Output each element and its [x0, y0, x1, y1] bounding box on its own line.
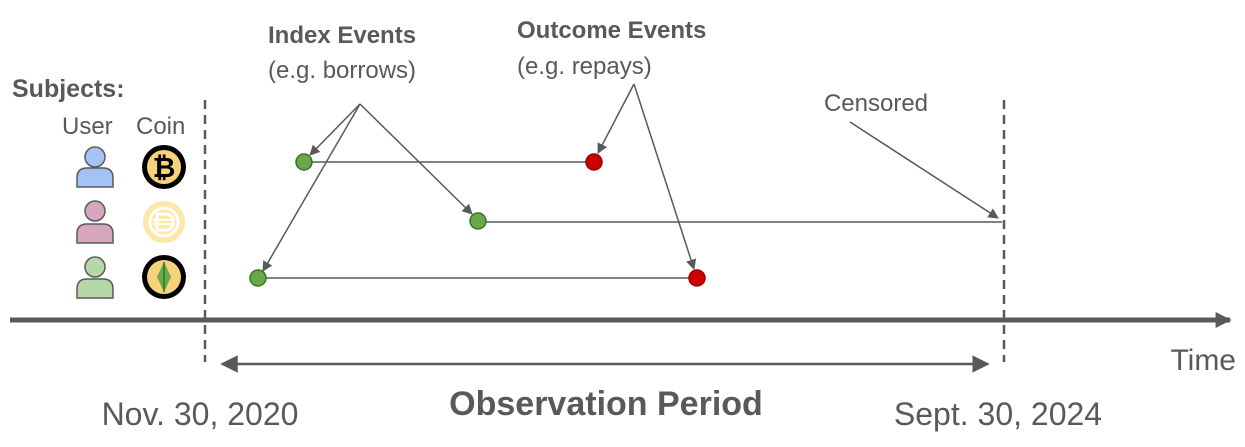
start-date-label: Nov. 30, 2020 — [102, 396, 299, 432]
svg-text:₿: ₿ — [153, 152, 176, 183]
outcome-events-title: Outcome Events — [517, 17, 706, 44]
person-icon-blue — [76, 146, 114, 188]
dai-icon — [143, 201, 185, 243]
bitcoin-icon: ₿ — [142, 145, 186, 189]
censored-label: Censored — [824, 90, 928, 117]
end-date-label: Sept. 30, 2024 — [894, 396, 1102, 432]
index-event-dot — [469, 212, 487, 230]
person-icon-green — [76, 256, 114, 299]
outcome-event-pointers — [597, 83, 697, 270]
index-event-pointers — [262, 103, 473, 272]
subjects-label: Subjects: — [12, 75, 125, 103]
outcome-event-dot — [688, 269, 706, 287]
observation-period-label: Observation Period — [449, 385, 763, 423]
person-icon-pink — [76, 200, 114, 244]
outcome-event-dot — [585, 153, 603, 171]
ethereum-icon — [142, 255, 186, 299]
column-header-coin: Coin — [136, 113, 185, 140]
time-label: Time — [1170, 344, 1236, 377]
index-event-dot — [295, 153, 313, 171]
outcome-events-subtitle: (e.g. repays) — [517, 53, 652, 80]
index-events-title: Index Events — [268, 22, 416, 49]
index-event-dot — [249, 269, 267, 287]
censored-pointer — [849, 121, 999, 219]
index-events-subtitle: (e.g. borrows) — [268, 57, 416, 84]
column-header-user: User — [62, 113, 113, 140]
